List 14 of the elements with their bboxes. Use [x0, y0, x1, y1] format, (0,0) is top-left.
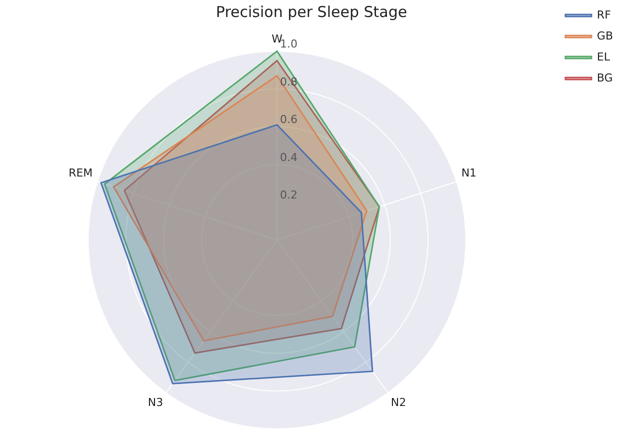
- y-tick-label: 1.0: [280, 38, 298, 51]
- legend-label: EL: [596, 50, 611, 64]
- chart-title: Precision per Sleep Stage: [216, 2, 408, 21]
- spoke-label: N1: [461, 166, 477, 180]
- spoke-label: W: [272, 32, 283, 46]
- legend-label: RF: [596, 8, 611, 22]
- spoke-label: N2: [390, 396, 406, 410]
- y-tick-label: 0.4: [280, 150, 298, 164]
- spoke-label: N3: [148, 396, 164, 410]
- spoke-label: REM: [68, 166, 93, 180]
- y-tick-label: 0.2: [280, 188, 298, 202]
- legend-label: BG: [596, 71, 613, 84]
- y-tick-label: 0.6: [280, 113, 298, 126]
- legend-label: GB: [596, 29, 614, 42]
